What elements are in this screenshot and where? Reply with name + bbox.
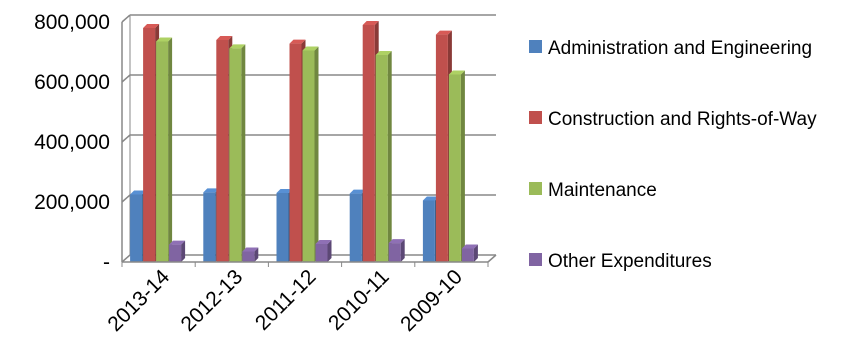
bar-front xyxy=(242,251,255,262)
bar xyxy=(242,247,259,262)
floor-right-edge xyxy=(487,254,497,263)
bar-top xyxy=(302,46,319,51)
bar-top xyxy=(276,189,293,193)
bar-front xyxy=(435,34,448,262)
bar-top xyxy=(435,30,452,35)
x-tick-label: 2009-10 xyxy=(396,265,467,336)
gridline-diagonal xyxy=(121,194,131,203)
legend-swatch xyxy=(529,111,542,124)
bar-top xyxy=(203,188,220,193)
bar-side xyxy=(181,240,186,262)
legend-label: Other Expenditures xyxy=(548,251,712,272)
bar-top xyxy=(156,37,173,42)
bar-side xyxy=(473,244,478,262)
bar-top xyxy=(388,239,405,244)
bar xyxy=(169,240,186,262)
bar-front xyxy=(216,40,229,262)
bar-top xyxy=(143,24,160,28)
bar xyxy=(375,51,392,262)
bar-front xyxy=(229,48,242,263)
bar-side xyxy=(168,37,173,262)
gridline-diagonal xyxy=(121,74,131,83)
legend-label: Administration and Engineering xyxy=(548,38,812,59)
bar-side xyxy=(387,51,392,262)
bar-front xyxy=(203,192,216,262)
bar xyxy=(388,239,405,262)
bar-top xyxy=(289,39,306,44)
bar-top xyxy=(242,247,259,252)
bar-front xyxy=(156,41,169,262)
bar xyxy=(448,70,465,262)
bar-top xyxy=(448,70,465,75)
bar-top xyxy=(375,51,392,55)
legend-swatch xyxy=(529,253,542,266)
bar-top xyxy=(362,21,379,25)
bar-side xyxy=(314,46,319,262)
bar xyxy=(156,37,173,262)
bar-front xyxy=(315,244,328,262)
bar-front xyxy=(448,74,461,262)
bar-front xyxy=(388,243,401,262)
legend-item: Maintenance xyxy=(529,180,657,201)
bar xyxy=(229,44,246,263)
bar-side xyxy=(254,247,259,262)
bar-front xyxy=(422,200,435,262)
bar-front xyxy=(375,55,388,262)
y-tick-label: 800,000 xyxy=(34,11,110,34)
bar xyxy=(302,46,319,262)
x-tick-label: 2012-13 xyxy=(177,265,248,336)
bar-front xyxy=(276,193,289,262)
bar-front xyxy=(289,43,302,262)
bar-front xyxy=(362,25,375,262)
gridline-diagonal xyxy=(121,134,131,143)
gridline-diagonal xyxy=(121,14,131,23)
bar-front xyxy=(130,194,143,262)
bar-top xyxy=(461,244,478,249)
legend-label: Construction and Rights-of-Way xyxy=(548,109,817,130)
gridline-diagonal xyxy=(121,254,131,263)
bars xyxy=(130,21,478,263)
legend-swatch xyxy=(529,182,542,195)
bar-side xyxy=(327,240,332,262)
bar-side xyxy=(400,239,405,262)
bar-side xyxy=(241,44,246,263)
bar-top xyxy=(216,36,233,40)
legend-swatch xyxy=(529,40,542,53)
bar-side xyxy=(460,70,465,262)
legend: Administration and Engineering Constructi… xyxy=(529,38,817,272)
x-tick-label: 2010-11 xyxy=(324,265,394,335)
legend-label: Maintenance xyxy=(548,180,657,201)
axes: - 200,000 400,000 600,000 800,000 2013-14 2012… xyxy=(34,11,497,336)
legend-item: Other Expenditures xyxy=(529,251,712,272)
legend-item: Construction and Rights-of-Way xyxy=(529,109,817,130)
bar-front xyxy=(302,50,315,262)
bar xyxy=(461,244,478,262)
y-tick-label: 400,000 xyxy=(34,131,110,154)
y-tick-label: 600,000 xyxy=(34,71,110,94)
y-tick-label: - xyxy=(103,251,110,274)
bar-front xyxy=(349,193,362,262)
bar-top xyxy=(422,196,439,201)
bar-top xyxy=(130,190,147,195)
bar-top xyxy=(315,240,332,244)
bar-front xyxy=(461,248,474,262)
bar-front xyxy=(169,244,182,262)
bar-top xyxy=(229,44,246,49)
legend-item: Administration and Engineering xyxy=(529,38,812,59)
bar xyxy=(315,240,332,262)
bar-top xyxy=(169,240,186,245)
bar-front xyxy=(143,28,156,262)
bar-top xyxy=(349,189,366,194)
x-tick-label: 2013-14 xyxy=(103,265,174,336)
x-tick-label: 2011-12 xyxy=(251,265,321,335)
y-tick-label: 200,000 xyxy=(34,191,110,214)
